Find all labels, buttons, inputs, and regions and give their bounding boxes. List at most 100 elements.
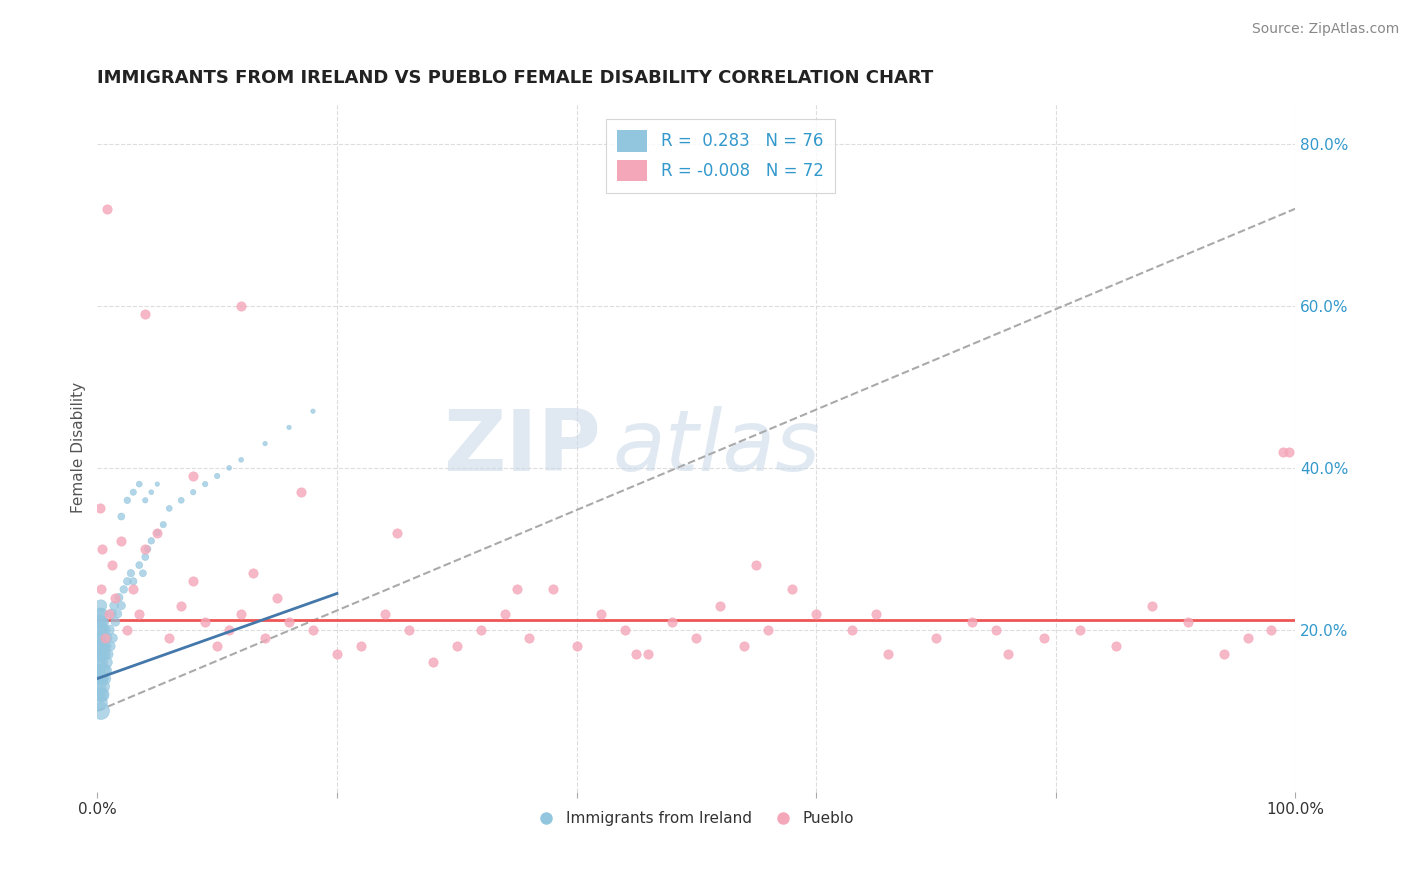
Point xyxy=(96,656,118,670)
Point xyxy=(181,469,204,483)
Point xyxy=(1236,631,1258,645)
Point xyxy=(205,469,228,483)
Point xyxy=(398,623,420,637)
Point xyxy=(157,631,180,645)
Point xyxy=(90,599,112,613)
Point xyxy=(1260,623,1282,637)
Point xyxy=(101,631,124,645)
Point xyxy=(152,517,174,532)
Point xyxy=(90,672,112,686)
Point xyxy=(96,631,118,645)
Point xyxy=(278,615,301,629)
Point xyxy=(218,461,240,475)
Point xyxy=(89,623,111,637)
Point xyxy=(1069,623,1091,637)
Point xyxy=(110,509,132,524)
Point xyxy=(87,639,110,653)
Point xyxy=(87,664,110,678)
Point xyxy=(134,493,156,508)
Point xyxy=(709,599,731,613)
Point xyxy=(132,566,155,581)
Point xyxy=(91,541,114,556)
Point xyxy=(685,631,707,645)
Point xyxy=(87,647,110,661)
Point xyxy=(122,574,145,589)
Point xyxy=(90,582,112,597)
Point xyxy=(89,696,111,710)
Point xyxy=(87,631,110,645)
Point xyxy=(107,607,129,621)
Point xyxy=(89,680,111,694)
Point xyxy=(128,477,150,491)
Point xyxy=(1177,615,1199,629)
Point xyxy=(229,452,252,467)
Point xyxy=(108,591,131,605)
Point xyxy=(91,607,114,621)
Point xyxy=(780,582,803,597)
Point xyxy=(841,623,863,637)
Point xyxy=(229,299,252,313)
Point xyxy=(1212,647,1234,661)
Point xyxy=(385,525,408,540)
Point xyxy=(1278,444,1301,458)
Point xyxy=(1140,599,1163,613)
Point xyxy=(96,202,118,216)
Point xyxy=(194,615,217,629)
Point xyxy=(91,688,114,702)
Point xyxy=(1032,631,1054,645)
Point xyxy=(87,672,110,686)
Point xyxy=(134,541,156,556)
Point xyxy=(128,607,150,621)
Point xyxy=(91,623,114,637)
Point xyxy=(90,688,112,702)
Point xyxy=(93,664,115,678)
Point xyxy=(87,656,110,670)
Point xyxy=(1105,639,1128,653)
Point xyxy=(733,639,755,653)
Point xyxy=(93,672,115,686)
Point xyxy=(110,533,132,548)
Point xyxy=(278,420,301,434)
Point xyxy=(87,688,110,702)
Point xyxy=(89,615,111,629)
Point xyxy=(756,623,779,637)
Point xyxy=(626,647,648,661)
Point xyxy=(117,574,139,589)
Point xyxy=(141,533,163,548)
Point xyxy=(170,599,193,613)
Point xyxy=(637,647,659,661)
Point xyxy=(517,631,540,645)
Point xyxy=(146,525,169,540)
Point xyxy=(104,591,127,605)
Point xyxy=(1272,444,1295,458)
Point xyxy=(136,541,159,556)
Legend: Immigrants from Ireland, Pueblo: Immigrants from Ireland, Pueblo xyxy=(533,805,860,832)
Text: Source: ZipAtlas.com: Source: ZipAtlas.com xyxy=(1251,22,1399,37)
Point xyxy=(94,639,117,653)
Point xyxy=(93,639,115,653)
Point xyxy=(134,549,156,564)
Point xyxy=(218,623,240,637)
Point xyxy=(984,623,1007,637)
Point xyxy=(745,558,768,573)
Point xyxy=(194,477,217,491)
Point xyxy=(470,623,492,637)
Point xyxy=(100,558,122,573)
Point xyxy=(134,307,156,321)
Point xyxy=(997,647,1019,661)
Point xyxy=(104,615,127,629)
Point xyxy=(302,623,325,637)
Point xyxy=(93,615,115,629)
Point xyxy=(98,607,121,621)
Point xyxy=(146,525,169,540)
Point xyxy=(93,623,115,637)
Point xyxy=(89,664,111,678)
Point xyxy=(205,639,228,653)
Point xyxy=(589,607,612,621)
Point xyxy=(302,404,325,418)
Text: atlas: atlas xyxy=(613,406,821,489)
Y-axis label: Female Disability: Female Disability xyxy=(72,382,86,513)
Point xyxy=(661,615,683,629)
Point xyxy=(157,501,180,516)
Point xyxy=(266,591,288,605)
